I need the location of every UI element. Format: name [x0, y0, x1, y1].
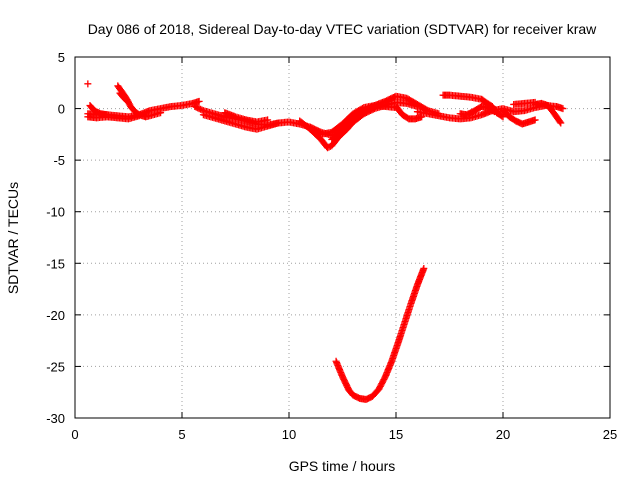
grid-layer — [75, 57, 610, 418]
data-point — [84, 80, 92, 88]
plot-frame — [74, 56, 611, 419]
data-point — [103, 111, 111, 119]
data-point — [123, 97, 131, 105]
x-axis-label: GPS time / hours — [289, 458, 396, 474]
data-point — [195, 97, 203, 105]
y-tick-label: 5 — [58, 50, 65, 65]
data-point — [499, 113, 507, 121]
x-tick-label: 20 — [496, 427, 510, 442]
chart-title: Day 086 of 2018, Sidereal Day-to-day VTE… — [88, 21, 597, 37]
x-tick-label: 25 — [603, 427, 617, 442]
x-tick-label: 15 — [389, 427, 403, 442]
x-tick-label: 10 — [282, 427, 296, 442]
y-tick-label: -20 — [46, 308, 65, 323]
data-point — [557, 119, 565, 127]
data-point — [274, 119, 282, 127]
data-point — [556, 118, 564, 126]
data-point — [125, 98, 132, 106]
data-layer — [84, 80, 567, 403]
data-point — [490, 108, 498, 116]
y-tick-label: -10 — [46, 205, 65, 220]
y-axis-label: SDTVAR / TECUs — [5, 182, 21, 294]
data-point — [489, 107, 497, 115]
data-point — [531, 116, 539, 124]
data-point — [420, 264, 428, 272]
x-tick-label: 0 — [71, 427, 78, 442]
data-point — [559, 105, 567, 113]
data-point — [498, 112, 506, 120]
y-tick-label: -15 — [46, 256, 65, 271]
x-tick-label: 5 — [178, 427, 185, 442]
data-point — [531, 98, 539, 106]
data-point — [264, 116, 272, 124]
data-point — [157, 109, 165, 117]
y-tick-label: -5 — [53, 153, 65, 168]
tick-layer: 0 5 10 15 20 25 5 0 -5 -10 -15 -20 -25 -30 — [46, 50, 617, 442]
y-tick-label: 0 — [58, 102, 65, 117]
y-tick-label: -25 — [46, 359, 65, 374]
y-tick-label: -30 — [46, 411, 65, 426]
